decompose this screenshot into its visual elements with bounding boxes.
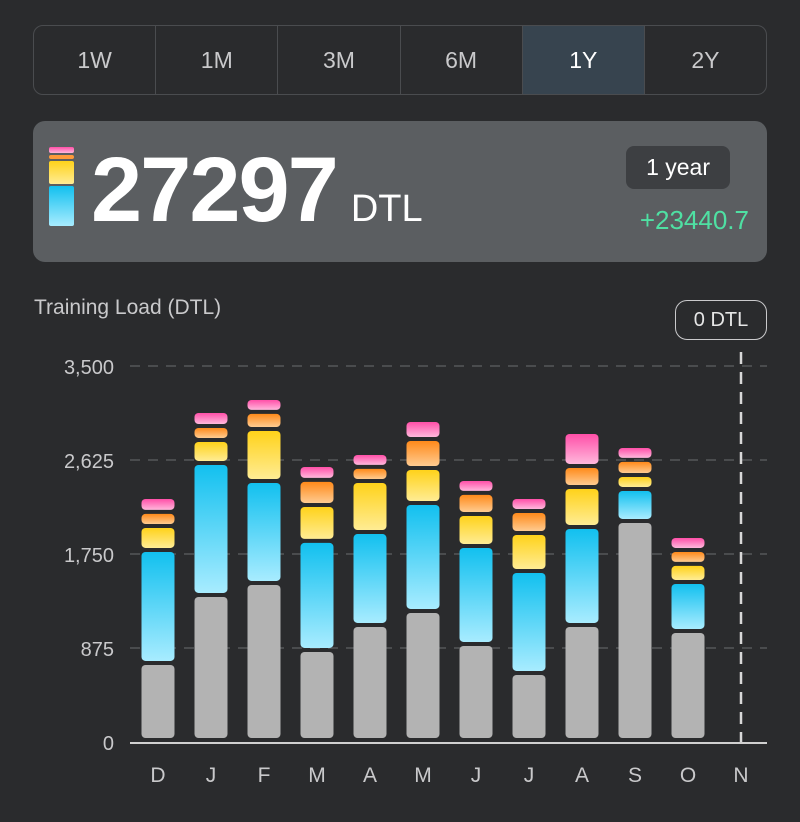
range-tab-1y[interactable]: 1Y bbox=[522, 26, 645, 94]
range-selector: 1W 1M 3M 6M 1Y 2Y bbox=[33, 25, 767, 95]
bar-segment-pink[interactable] bbox=[194, 412, 228, 424]
bar-segment-blue[interactable] bbox=[194, 464, 228, 593]
bar-segment-yellow[interactable] bbox=[459, 515, 493, 544]
x-tick-label: M bbox=[414, 764, 432, 787]
bar-segment-gray[interactable] bbox=[353, 626, 387, 738]
bar-segment-pink[interactable] bbox=[459, 480, 493, 491]
x-tick-label: A bbox=[575, 764, 589, 787]
bar-segment-pink[interactable] bbox=[512, 498, 546, 509]
bar-segment-pink[interactable] bbox=[247, 399, 281, 410]
x-tick-label: J bbox=[206, 764, 217, 787]
range-tab-3m[interactable]: 3M bbox=[278, 26, 401, 94]
bar-segment-gray[interactable] bbox=[565, 626, 599, 738]
summary-card: 27297 DTL 1 year +23440.7 bbox=[33, 121, 767, 262]
bar-segment-orange[interactable] bbox=[565, 467, 599, 486]
bar-segment-orange[interactable] bbox=[406, 440, 440, 466]
bar-segment-yellow[interactable] bbox=[512, 534, 546, 570]
bar-segment-orange[interactable] bbox=[194, 427, 228, 438]
period-badge: 1 year bbox=[626, 146, 730, 189]
bar-segment-gray[interactable] bbox=[459, 645, 493, 738]
bar-segment-gray[interactable] bbox=[300, 651, 334, 738]
bar-segment-blue[interactable] bbox=[459, 547, 493, 642]
bar-segment-pink[interactable] bbox=[671, 537, 705, 548]
bar-segment-yellow[interactable] bbox=[247, 430, 281, 479]
bar-segment-yellow[interactable] bbox=[353, 482, 387, 531]
bar-segment-gray[interactable] bbox=[512, 674, 546, 738]
total-load-unit: DTL bbox=[350, 188, 423, 230]
y-tick-label: 875 bbox=[81, 639, 114, 661]
bar-segment-pink[interactable] bbox=[406, 421, 440, 437]
range-tab-2y[interactable]: 2Y bbox=[691, 46, 720, 73]
bar-segment-blue[interactable] bbox=[565, 528, 599, 623]
bar-segment-yellow[interactable] bbox=[618, 476, 652, 487]
range-tab-1m[interactable]: 1M bbox=[156, 26, 279, 94]
y-tick-label: 2,625 bbox=[64, 451, 114, 473]
x-tick-label: J bbox=[471, 764, 482, 787]
bar-segment-gray[interactable] bbox=[618, 522, 652, 738]
bar-segment-yellow[interactable] bbox=[141, 528, 175, 548]
x-tick-label: A bbox=[363, 764, 377, 787]
total-load-value: 27297 bbox=[91, 139, 339, 241]
bar-segment-orange[interactable] bbox=[618, 461, 652, 473]
bar-segment-yellow[interactable] bbox=[671, 565, 705, 580]
bar-segment-pink[interactable] bbox=[565, 434, 599, 464]
total-load: 27297 DTL bbox=[91, 135, 423, 245]
bar-segment-orange[interactable] bbox=[300, 481, 334, 503]
bar-segment-blue[interactable] bbox=[618, 490, 652, 519]
bar-segment-yellow[interactable] bbox=[406, 469, 440, 502]
bar-segment-orange[interactable] bbox=[141, 513, 175, 525]
chart-title: Training Load (DTL) bbox=[34, 296, 222, 319]
zone-legend-icon bbox=[49, 147, 74, 228]
bar-segment-blue[interactable] bbox=[353, 534, 387, 623]
bar-segment-yellow[interactable] bbox=[300, 506, 334, 539]
selection-value-badge: 0 DTL bbox=[675, 300, 767, 340]
y-tick-label: 3,500 bbox=[64, 357, 114, 379]
bar-segment-blue[interactable] bbox=[512, 573, 546, 671]
y-tick-label: 0 bbox=[103, 733, 114, 755]
bar-segment-blue[interactable] bbox=[141, 551, 175, 661]
bar-segment-pink[interactable] bbox=[141, 498, 175, 510]
bar-segment-pink[interactable] bbox=[300, 466, 334, 478]
x-tick-label: J bbox=[524, 764, 535, 787]
bar-segment-orange[interactable] bbox=[247, 413, 281, 427]
x-tick-label: D bbox=[150, 764, 165, 787]
x-tick-label: N bbox=[733, 764, 748, 787]
bar-segment-blue[interactable] bbox=[406, 505, 440, 609]
x-tick-label: O bbox=[680, 764, 696, 787]
range-tab-6m[interactable]: 6M bbox=[401, 26, 523, 94]
range-tab-1w[interactable]: 1W bbox=[34, 26, 157, 94]
bar-segment-gray[interactable] bbox=[141, 664, 175, 738]
bar-segment-orange[interactable] bbox=[671, 551, 705, 562]
bar-segment-orange[interactable] bbox=[353, 468, 387, 479]
bar-segment-blue[interactable] bbox=[300, 542, 334, 648]
bar-segment-orange[interactable] bbox=[459, 494, 493, 512]
bar-segment-yellow[interactable] bbox=[565, 489, 599, 525]
bar-segment-orange[interactable] bbox=[512, 512, 546, 531]
bar-segment-pink[interactable] bbox=[618, 447, 652, 458]
bar-segment-pink[interactable] bbox=[353, 454, 387, 465]
bar-segment-blue[interactable] bbox=[671, 583, 705, 629]
x-tick-label: M bbox=[308, 764, 326, 787]
change-value: +23440.7 bbox=[639, 205, 749, 235]
bar-segment-yellow[interactable] bbox=[194, 441, 228, 461]
bar-segment-gray[interactable] bbox=[671, 632, 705, 738]
bar-segment-gray[interactable] bbox=[247, 584, 281, 738]
bar-segment-blue[interactable] bbox=[247, 482, 281, 581]
x-tick-label: F bbox=[258, 764, 271, 787]
bar-segment-gray[interactable] bbox=[194, 596, 228, 738]
x-tick-label: S bbox=[628, 764, 642, 787]
y-tick-label: 1,750 bbox=[64, 545, 114, 567]
bar-segment-gray[interactable] bbox=[406, 612, 440, 738]
